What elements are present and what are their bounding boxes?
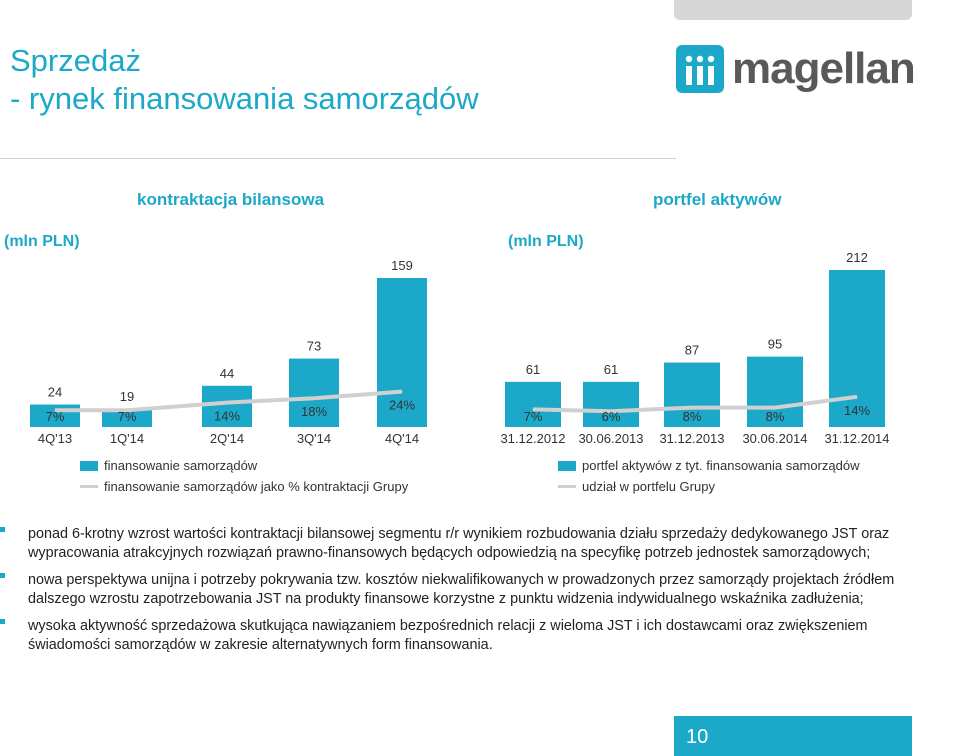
line-point — [691, 407, 693, 409]
legend-swatch — [558, 460, 576, 471]
header-divider — [0, 158, 676, 159]
bullet-text: wysoka aktywność sprzedażowa skutkująca … — [28, 618, 868, 653]
line-point — [126, 409, 128, 411]
legend-left-bar: finansowanie samorządów — [80, 458, 257, 473]
bar — [664, 362, 720, 427]
bullet-text: ponad 6-krotny wzrost wartości kontrakta… — [28, 526, 890, 561]
percent-label: 18% — [301, 404, 327, 419]
line-point — [226, 402, 228, 404]
percent-label: 14% — [844, 403, 870, 418]
bar — [377, 278, 427, 427]
bar-value-label: 19 — [120, 389, 134, 404]
bar-value-label: 61 — [604, 362, 618, 377]
logo-text: magellan — [732, 44, 916, 93]
bar-value-label: 95 — [768, 337, 782, 352]
left-unit-label: (mln PLN) — [4, 233, 80, 250]
category-label: 3Q'14 — [297, 431, 331, 446]
category-label: 30.06.2014 — [742, 431, 807, 446]
legend-swatch — [80, 460, 98, 471]
percent-label: 14% — [214, 409, 240, 424]
bar-value-label: 212 — [846, 250, 868, 265]
bar — [505, 381, 561, 427]
page-number-box: 10 — [674, 716, 912, 756]
legend-label: portfel aktywów z tyt. finansowania samo… — [582, 458, 860, 473]
percent-label: 7% — [46, 409, 65, 424]
right-section-title: portfel aktywów — [653, 190, 782, 209]
category-label: 31.12.2014 — [824, 431, 889, 446]
category-label: 30.06.2013 — [578, 431, 643, 446]
bullet-marker — [0, 573, 5, 578]
top-decor-bar — [674, 0, 912, 20]
percent-label: 7% — [524, 409, 543, 424]
percent-label: 7% — [118, 409, 137, 424]
right-unit-label: (mln PLN) — [508, 233, 584, 250]
line-point — [313, 397, 315, 399]
bullet-item: ponad 6-krotny wzrost wartości kontrakta… — [0, 525, 940, 563]
category-label: 4Q'14 — [385, 431, 419, 446]
m-tiles-icon — [676, 45, 724, 93]
legend-label: finansowanie samorządów jako % kontrakta… — [104, 479, 409, 494]
percent-label: 8% — [683, 409, 702, 424]
bullet-item: wysoka aktywność sprzedażowa skutkująca … — [0, 617, 940, 655]
percent-label: 24% — [389, 398, 415, 413]
category-label: 1Q'14 — [110, 431, 144, 446]
left-section-title: kontraktacja bilansowa — [137, 190, 325, 209]
legend-label: finansowanie samorządów — [104, 458, 258, 473]
percent-label: 6% — [602, 409, 621, 424]
legend-left-line: finansowanie samorządów jako % kontrakta… — [80, 479, 408, 494]
bar — [583, 381, 639, 427]
legend-right-bar: portfel aktywów z tyt. finansowania samo… — [558, 458, 859, 473]
bar-value-label: 159 — [391, 258, 413, 273]
bar — [747, 356, 803, 427]
bar-value-label: 61 — [526, 362, 540, 377]
title-line-2: - rynek finansowania samorządów — [10, 81, 479, 116]
title-line-1: Sprzedaż — [10, 43, 141, 78]
bullet-text: nowa perspektywa unijna i potrzeby pokry… — [28, 572, 895, 607]
page-number: 10 — [686, 726, 709, 748]
percent-label: 8% — [766, 409, 785, 424]
bullet-list: ponad 6-krotny wzrost wartości kontrakta… — [0, 525, 940, 663]
bar-value-label: 73 — [307, 339, 321, 354]
legend-label: udział w portfelu Grupy — [582, 479, 715, 494]
category-label: 4Q'13 — [38, 431, 72, 446]
line-point — [774, 407, 776, 409]
category-label: 31.12.2013 — [659, 431, 724, 446]
page-title: Sprzedaż - rynek finansowania samorządów — [10, 42, 479, 118]
category-label: 31.12.2012 — [500, 431, 565, 446]
category-label: 2Q'14 — [210, 431, 244, 446]
bar — [289, 358, 339, 427]
line-point — [532, 408, 534, 410]
line-point — [54, 409, 56, 411]
bar — [102, 409, 152, 427]
charts-canvas: 24 19 44 73 159 7% 7% 14% 18% 24% 4Q'13 1Q'14 2Q'14 3… — [30, 250, 890, 446]
bar-value-label: 44 — [220, 366, 234, 381]
line-point — [610, 410, 612, 412]
line-point — [401, 391, 403, 393]
line-point — [856, 396, 858, 398]
legend-swatch — [80, 485, 98, 488]
bullet-marker — [0, 619, 5, 624]
bar-value-label: 24 — [48, 385, 62, 400]
bar-value-label: 87 — [685, 343, 699, 358]
bar — [202, 385, 252, 427]
bullet-marker — [0, 527, 5, 532]
magellan-logo: magellan — [676, 44, 916, 94]
legend-right-line: udział w portfelu Grupy — [558, 479, 715, 494]
bullet-item: nowa perspektywa unijna i potrzeby pokry… — [0, 571, 940, 609]
legend-swatch — [558, 485, 576, 488]
